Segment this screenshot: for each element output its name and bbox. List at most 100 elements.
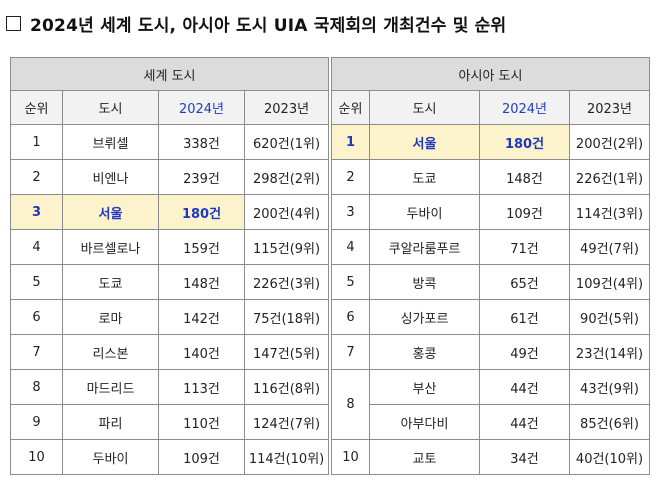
count-2023-cell: 114건(10위)	[243, 439, 330, 475]
city-cell: 마드리드	[62, 369, 159, 405]
asia-header-2024: 2024년	[479, 90, 570, 125]
city-cell: 두바이	[369, 194, 480, 230]
asia-group-header: 아시아 도시	[331, 57, 650, 91]
rank-cell: 4	[331, 229, 370, 265]
table-row: 9 파리 110건 124건(7위)	[10, 404, 330, 440]
count-2023-cell: 43건(9위)	[569, 369, 650, 405]
city-cell: 로마	[62, 299, 159, 335]
rank-cell: 1	[331, 124, 370, 160]
asia-header-rank: 순위	[331, 90, 370, 125]
table-row: 4 쿠알라룸푸르 71건 49건(7위)	[331, 229, 650, 265]
table-row: 10 교토 34건 40건(10위)	[331, 439, 650, 475]
rank-cell: 5	[331, 264, 370, 300]
rank-cell: 2	[10, 159, 63, 195]
count-2023-cell: 40건(10위)	[569, 439, 650, 475]
rank-cell: 8	[10, 369, 63, 405]
count-2024-cell: 239건	[158, 159, 245, 195]
city-cell: 브뤼셀	[62, 124, 159, 160]
table-row: 6 로마 142건 75건(18위)	[10, 299, 330, 335]
count-2023-cell: 109건(4위)	[569, 264, 650, 300]
rank-cell: 3	[331, 194, 370, 230]
count-2023-cell: 115건(9위)	[243, 229, 330, 265]
city-cell: 리스본	[62, 334, 159, 370]
table-row: 8 마드리드 113건 116건(8위)	[10, 369, 330, 405]
table-row: 4 바르셀로나 159건 115건(9위)	[10, 229, 330, 265]
count-2024-cell: 61건	[479, 299, 570, 335]
count-2023-cell: 85건(6위)	[569, 404, 650, 440]
city-cell: 바르셀로나	[62, 229, 159, 265]
table-row-highlighted: 1 서울 180건 200건(2위)	[331, 124, 650, 160]
table-row: 2 도쿄 148건 226건(1위)	[331, 159, 650, 195]
table-row: 8 부산 44건 43건(9위)	[331, 369, 650, 440]
count-2023-cell: 23건(14위)	[569, 334, 650, 370]
count-2024-cell: 110건	[158, 404, 245, 440]
count-2024-cell: 109건	[479, 194, 570, 230]
count-2023-cell: 620건(1위)	[243, 124, 330, 160]
count-2024-cell: 180건	[479, 124, 570, 160]
rank-cell: 6	[10, 299, 63, 335]
count-2024-cell: 140건	[158, 334, 245, 370]
asia-header-city: 도시	[369, 90, 480, 125]
city-cell: 쿠알라룸푸르	[369, 229, 480, 265]
table-row: 5 방콕 65건 109건(4위)	[331, 264, 650, 300]
world-group-header: 세계 도시	[9, 57, 330, 91]
world-header-city: 도시	[62, 90, 159, 125]
count-2023-cell: 200건(4위)	[243, 194, 330, 230]
count-2024-cell: 49건	[479, 334, 570, 370]
asia-cities-table: 아시아 도시 순위 도시 2024년 2023년 1 서울 180건 200건(…	[331, 57, 650, 475]
table-row: 아부다비 44건 85건(6위)	[332, 404, 650, 440]
city-cell: 도쿄	[62, 264, 159, 300]
table-row: 5 도쿄 148건 226건(3위)	[10, 264, 330, 300]
rank-cell: 2	[331, 159, 370, 195]
table-row: 7 리스본 140건 147건(5위)	[10, 334, 330, 370]
count-2024-cell: 65건	[479, 264, 570, 300]
count-2024-cell: 338건	[158, 124, 245, 160]
rank-cell: 5	[10, 264, 63, 300]
rank-cell-merged: 8	[331, 369, 370, 440]
world-cities-table: 세계 도시 순위 도시 2024년 2023년 1 브뤼셀 338건 620건(…	[9, 57, 330, 475]
title-row: 2024년 세계 도시, 아시아 도시 UIA 국제회의 개최건수 및 순위	[6, 9, 506, 37]
count-2024-cell: 113건	[158, 369, 245, 405]
count-2023-cell: 75건(18위)	[243, 299, 330, 335]
count-2023-cell: 147건(5위)	[243, 334, 330, 370]
city-cell: 홍콩	[369, 334, 480, 370]
table-row: 10 두바이 109건 114건(10위)	[10, 439, 330, 475]
city-cell: 싱가포르	[369, 299, 480, 335]
count-2023-cell: 200건(2위)	[569, 124, 650, 160]
rank-cell: 9	[10, 404, 63, 440]
rank-cell: 10	[10, 439, 63, 475]
count-2023-cell: 226건(3위)	[243, 264, 330, 300]
rank-cell: 6	[331, 299, 370, 335]
count-2024-cell: 159건	[158, 229, 245, 265]
table-row: 7 홍콩 49건 23건(14위)	[331, 334, 650, 370]
city-cell: 아부다비	[369, 404, 480, 440]
table-row: 1 브뤼셀 338건 620건(1위)	[10, 124, 330, 160]
checkbox-icon	[6, 15, 21, 31]
city-cell: 부산	[369, 369, 480, 405]
city-cell: 파리	[62, 404, 159, 440]
count-2023-cell: 114건(3위)	[569, 194, 650, 230]
world-header-2024: 2024년	[158, 90, 245, 125]
count-2023-cell: 226건(1위)	[569, 159, 650, 195]
count-2024-cell: 148건	[479, 159, 570, 195]
count-2023-cell: 116건(8위)	[243, 369, 330, 405]
count-2023-cell: 298건(2위)	[243, 159, 330, 195]
count-2024-cell: 109건	[158, 439, 245, 475]
count-2023-cell: 49건(7위)	[569, 229, 650, 265]
rank-cell: 1	[10, 124, 63, 160]
table-row: 2 비엔나 239건 298건(2위)	[10, 159, 330, 195]
count-2024-cell: 142건	[158, 299, 245, 335]
count-2024-cell: 148건	[158, 264, 245, 300]
count-2023-cell: 90건(5위)	[569, 299, 650, 335]
count-2023-cell: 124건(7위)	[243, 404, 330, 440]
world-header-2023: 2023년	[243, 90, 330, 125]
city-cell: 교토	[369, 439, 480, 475]
rank-cell: 3	[10, 194, 63, 230]
city-cell: 방콕	[369, 264, 480, 300]
city-cell: 서울	[369, 124, 480, 160]
table-row: 3 두바이 109건 114건(3위)	[331, 194, 650, 230]
count-2024-cell: 71건	[479, 229, 570, 265]
city-cell: 서울	[62, 194, 159, 230]
rank-cell: 7	[331, 334, 370, 370]
count-2024-cell: 180건	[158, 194, 245, 230]
